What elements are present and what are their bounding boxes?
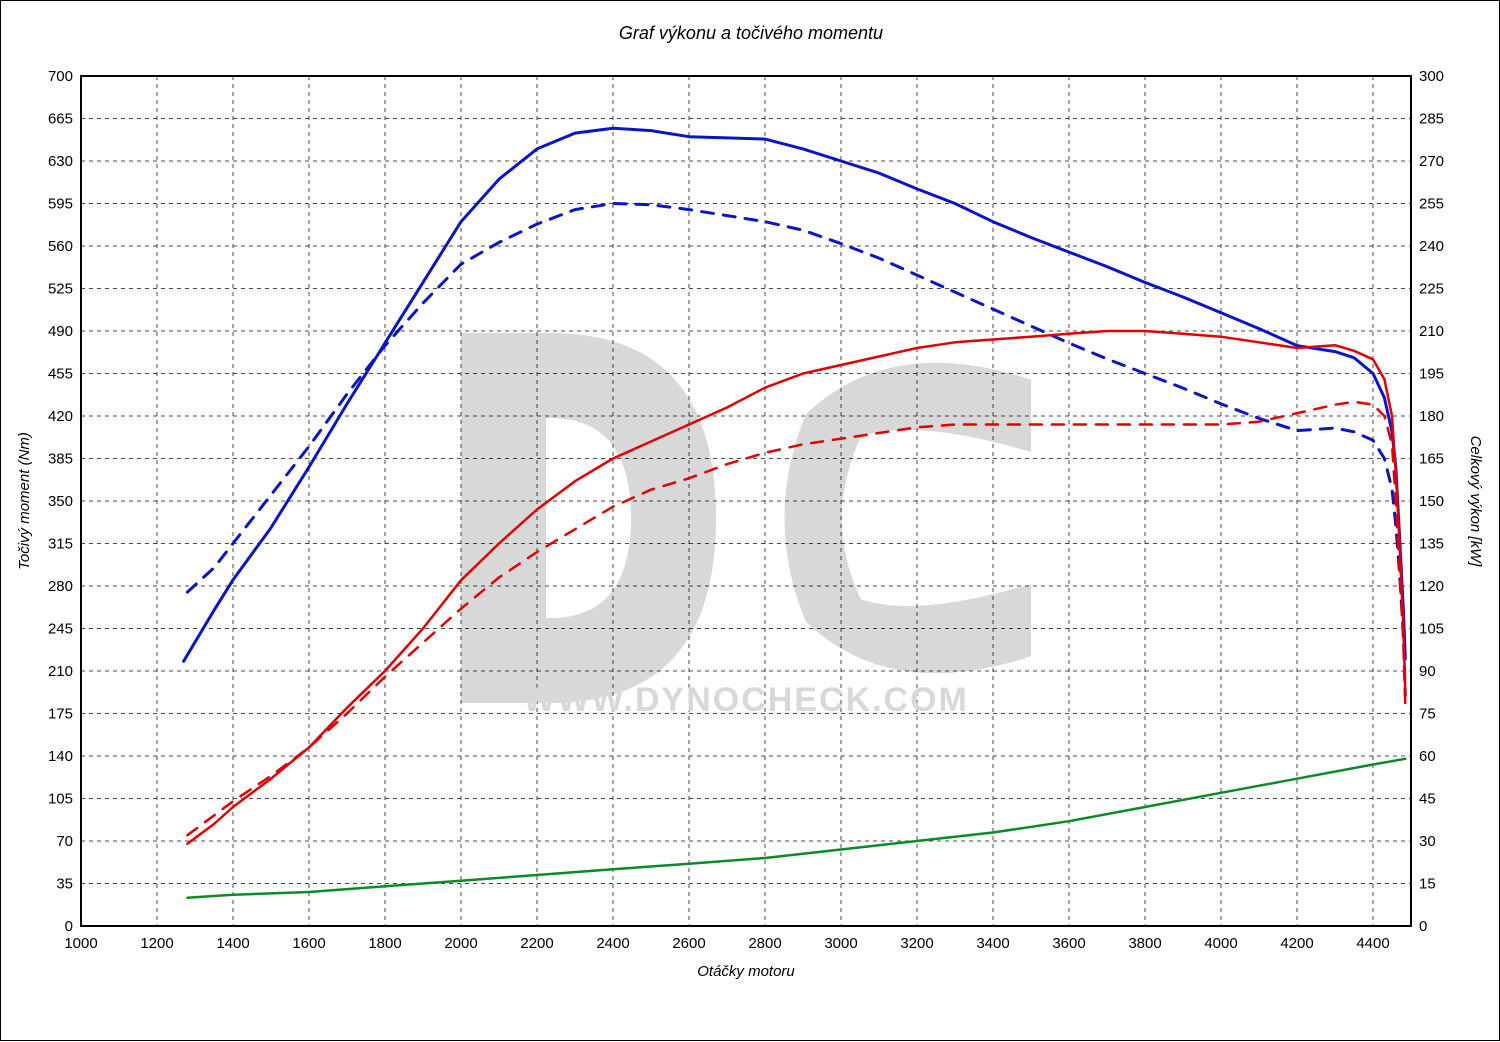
watermark-url: WWW.DYNOCHECK.COM <box>523 681 969 719</box>
dyno-chart: Graf výkonu a točivého momentu 0 35 70 105 1… <box>1 1 1500 1042</box>
svg-text:350: 350 <box>48 493 73 510</box>
svg-text:285: 285 <box>1419 111 1444 128</box>
svg-text:3200: 3200 <box>900 935 933 952</box>
watermark <box>461 333 1031 703</box>
svg-text:560: 560 <box>48 238 73 255</box>
svg-text:595: 595 <box>48 196 73 213</box>
y-left-ticks: 0 35 70 105 140 175 210 245 280 315 350 385 420 455 49… <box>48 68 73 935</box>
svg-text:2600: 2600 <box>672 935 705 952</box>
svg-text:70: 70 <box>56 833 73 850</box>
y-right-axis-title: Celkový výkon [kW] <box>1467 436 1484 568</box>
svg-text:280: 280 <box>48 578 73 595</box>
svg-text:630: 630 <box>48 153 73 170</box>
svg-text:1200: 1200 <box>140 935 173 952</box>
svg-text:2000: 2000 <box>444 935 477 952</box>
svg-text:420: 420 <box>48 408 73 425</box>
svg-text:120: 120 <box>1419 578 1444 595</box>
series-losses <box>187 759 1405 898</box>
svg-text:175: 175 <box>48 706 73 723</box>
svg-text:210: 210 <box>1419 323 1444 340</box>
svg-text:385: 385 <box>48 451 73 468</box>
svg-text:15: 15 <box>1419 876 1436 893</box>
svg-text:525: 525 <box>48 281 73 298</box>
svg-text:45: 45 <box>1419 791 1436 808</box>
svg-text:4200: 4200 <box>1280 935 1313 952</box>
svg-text:210: 210 <box>48 663 73 680</box>
svg-text:1800: 1800 <box>368 935 401 952</box>
svg-text:1600: 1600 <box>292 935 325 952</box>
svg-text:60: 60 <box>1419 748 1436 765</box>
y-left-axis-title: Točivý moment (Nm) <box>16 432 33 570</box>
svg-text:255: 255 <box>1419 196 1444 213</box>
svg-text:105: 105 <box>48 791 73 808</box>
svg-text:3800: 3800 <box>1128 935 1161 952</box>
svg-text:35: 35 <box>56 876 73 893</box>
svg-text:0: 0 <box>65 918 73 935</box>
svg-text:1000: 1000 <box>64 935 97 952</box>
svg-text:270: 270 <box>1419 153 1444 170</box>
svg-text:1400: 1400 <box>216 935 249 952</box>
svg-text:225: 225 <box>1419 281 1444 298</box>
svg-text:490: 490 <box>48 323 73 340</box>
svg-text:140: 140 <box>48 748 73 765</box>
svg-text:240: 240 <box>1419 238 1444 255</box>
svg-text:665: 665 <box>48 111 73 128</box>
svg-text:195: 195 <box>1419 366 1444 383</box>
svg-text:105: 105 <box>1419 621 1444 638</box>
svg-text:2200: 2200 <box>520 935 553 952</box>
svg-text:150: 150 <box>1419 493 1444 510</box>
svg-text:245: 245 <box>48 621 73 638</box>
svg-text:180: 180 <box>1419 408 1444 425</box>
svg-text:3000: 3000 <box>824 935 857 952</box>
svg-text:300: 300 <box>1419 68 1444 85</box>
svg-text:30: 30 <box>1419 833 1436 850</box>
svg-text:4000: 4000 <box>1204 935 1237 952</box>
svg-text:700: 700 <box>48 68 73 85</box>
svg-text:90: 90 <box>1419 663 1436 680</box>
svg-text:0: 0 <box>1419 918 1427 935</box>
svg-text:165: 165 <box>1419 451 1444 468</box>
svg-text:3400: 3400 <box>976 935 1009 952</box>
svg-text:4400: 4400 <box>1356 935 1389 952</box>
grid <box>81 76 1411 926</box>
svg-text:2800: 2800 <box>748 935 781 952</box>
chart-title: Graf výkonu a točivého momentu <box>619 23 883 43</box>
x-ticks: 1000 1200 1400 1600 1800 2000 2200 2400 2600 2800… <box>64 935 1389 952</box>
svg-text:3600: 3600 <box>1052 935 1085 952</box>
svg-text:455: 455 <box>48 366 73 383</box>
svg-text:135: 135 <box>1419 536 1444 553</box>
y-right-ticks: 0 15 30 45 60 75 90 105 120 135 150 165 180 195 210 225… <box>1419 68 1444 935</box>
svg-text:315: 315 <box>48 536 73 553</box>
svg-text:75: 75 <box>1419 706 1436 723</box>
x-axis-title: Otáčky motoru <box>697 963 795 980</box>
svg-text:2400: 2400 <box>596 935 629 952</box>
